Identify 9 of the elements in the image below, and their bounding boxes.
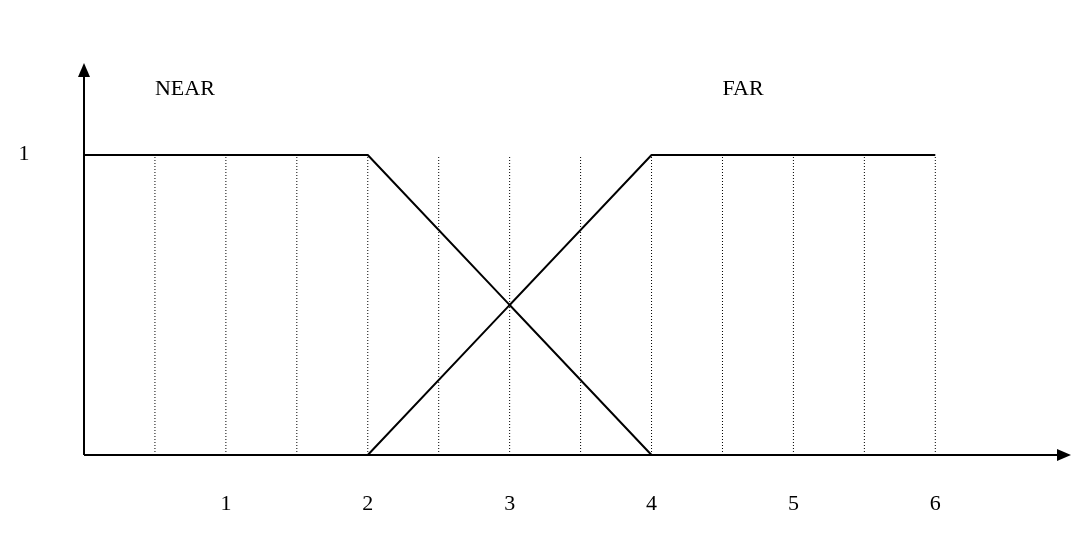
text: 1 xyxy=(18,140,30,166)
text: NEAR xyxy=(154,75,216,100)
x-tick-label: 4 xyxy=(646,490,658,515)
x-tick-label: 1 xyxy=(220,490,232,515)
x-tick-label: 6 xyxy=(929,490,941,515)
x-tick-label: 3 xyxy=(504,490,516,515)
x-tick-label: 2 xyxy=(362,490,374,515)
text: FAR xyxy=(722,75,764,100)
x-tick-label: 5 xyxy=(787,490,799,515)
